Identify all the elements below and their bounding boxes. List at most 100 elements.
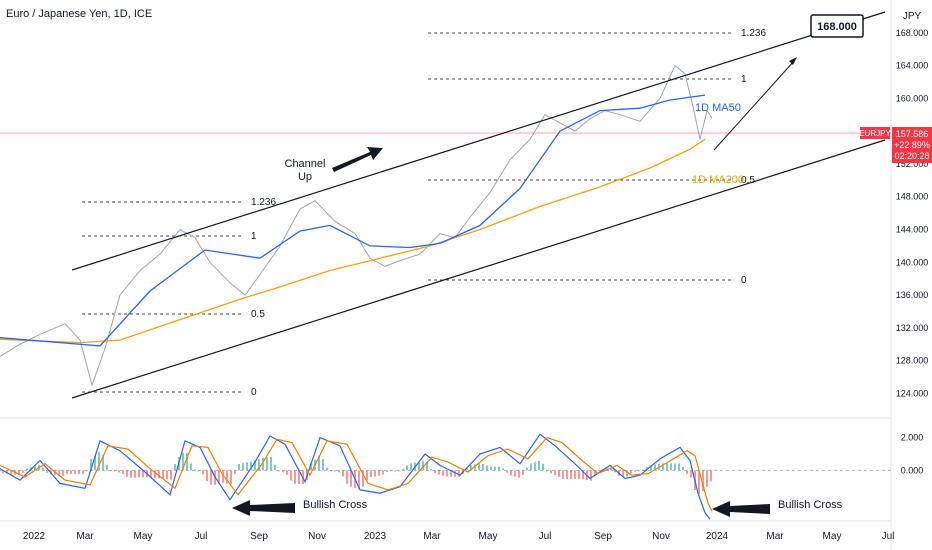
macd-histogram-bar — [458, 470, 460, 477]
macd-histogram-bar — [438, 470, 440, 475]
macd-histogram-bar — [554, 470, 556, 475]
macd-histogram-bar — [678, 463, 680, 471]
macd-histogram-bar — [206, 470, 208, 482]
macd-histogram-bar — [674, 463, 676, 471]
time-tick-label: Mar — [76, 531, 94, 542]
price-tick-label: 168.000 — [896, 28, 929, 38]
macd-histogram-bar — [202, 470, 204, 475]
macd-histogram-bar — [90, 459, 92, 471]
time-tick-label: Jul — [882, 531, 895, 542]
fib-right-1-label: 1 — [741, 74, 747, 85]
macd-histogram-bar — [22, 470, 24, 473]
macd-histogram-bar — [198, 470, 200, 472]
target-box[interactable] — [810, 14, 864, 38]
time-tick-label: Mar — [423, 531, 441, 542]
macd-histogram-bar — [642, 469, 644, 471]
macd-histogram-bar — [474, 464, 476, 471]
bullish-cross-left-arrow-icon — [232, 500, 295, 516]
price-value: 157.586 — [896, 129, 929, 139]
macd-histogram-bar — [10, 470, 12, 475]
time-tick-label: Nov — [308, 531, 326, 542]
macd-histogram-bar — [494, 466, 496, 471]
macd-histogram-bar — [510, 470, 512, 476]
macd-histogram-bar — [434, 470, 436, 474]
channel-upper-line[interactable] — [71, 11, 886, 271]
macd-histogram-bar — [182, 453, 184, 471]
macd-histogram-bar — [446, 470, 448, 477]
macd-histogram-bar — [486, 465, 488, 471]
macd-histogram-bar — [274, 464, 276, 471]
macd-histogram-bar — [290, 470, 292, 481]
price-series — [0, 64, 713, 387]
macd-histogram-bar — [522, 470, 524, 475]
fib-right-05-label: 0.5 — [741, 175, 755, 186]
symbol-badge — [860, 127, 890, 139]
price-tick-label: 140.000 — [896, 257, 929, 267]
macd-histogram-bar — [502, 468, 504, 471]
macd-tick-label: 0.000 — [901, 465, 924, 475]
macd-histogram-bar — [394, 470, 396, 472]
macd-histogram-bar — [514, 470, 516, 477]
macd-histogram-bar — [342, 470, 344, 477]
macd-histogram-bar — [390, 470, 392, 472]
macd-histogram-bar — [322, 459, 324, 471]
macd-histogram-bar — [286, 470, 288, 475]
macd-histogram-bar — [226, 470, 228, 484]
time-tick-label: Mar — [766, 531, 784, 542]
macd-histogram-bar — [326, 467, 328, 471]
macd-histogram-bar — [702, 470, 704, 492]
projection-line — [713, 59, 796, 151]
macd-histogram-bar — [142, 470, 144, 478]
macd-histogram-bar — [530, 463, 532, 471]
macd-histogram-bar — [470, 465, 472, 471]
macd-histogram-bar — [590, 470, 592, 481]
macd-histogram-bar — [330, 470, 332, 472]
macd-histogram-bar — [26, 468, 28, 471]
macd-histogram-bar — [270, 457, 272, 471]
macd-histogram-bar — [18, 470, 20, 476]
macd-histogram-bar — [54, 470, 56, 476]
macd-histogram-bar — [610, 467, 612, 471]
fib-right-1236-label: 1.236 — [741, 28, 766, 39]
chart-title: Euro / Japanese Yen, 1D, ICE — [6, 8, 153, 20]
macd-histogram-bar — [634, 470, 636, 472]
macd-histogram-bar — [334, 470, 336, 472]
macd-histogram-bar — [246, 462, 248, 471]
macd-histogram-bar — [222, 470, 224, 483]
macd-histogram-bar — [162, 470, 164, 479]
macd-histogram-bar — [626, 470, 628, 477]
time-tick-label: 2024 — [706, 531, 729, 542]
macd-histogram-bar — [706, 470, 708, 487]
macd-histogram-bar — [418, 461, 420, 471]
time-tick-label: 2022 — [23, 531, 46, 542]
price-change: +22.89% — [894, 140, 930, 150]
macd-histogram-bar — [82, 470, 84, 475]
macd-histogram-bar — [110, 470, 112, 472]
macd-histogram-bar — [546, 470, 548, 472]
macd-histogram-bar — [570, 470, 572, 479]
macd-histogram-bar — [566, 470, 568, 479]
bar-countdown: 02:20:28 — [894, 151, 929, 161]
time-tick-label: 2023 — [364, 531, 387, 542]
macd-histogram-bar — [254, 460, 256, 471]
macd-histogram-bar — [218, 470, 220, 485]
fib-left-0-label: 0 — [251, 387, 257, 398]
macd-histogram-bar — [266, 457, 268, 471]
series-signal — [0, 436, 713, 512]
macd-histogram-bar — [278, 470, 280, 472]
macd-histogram-bar — [210, 470, 212, 485]
macd-histogram-bar — [466, 468, 468, 471]
macd-histogram-bar — [598, 470, 600, 472]
macd-histogram-bar — [698, 470, 700, 495]
fib-levels-left: 1.236 1 0.5 0 — [82, 197, 276, 398]
channel-lower-line[interactable] — [71, 139, 886, 399]
macd-histogram-bar — [666, 463, 668, 471]
time-tick-label: May — [479, 531, 498, 542]
macd-histogram-bar — [538, 460, 540, 471]
macd-histogram-bar — [114, 470, 116, 472]
macd-histogram-bar — [366, 470, 368, 481]
macd-histogram-bar — [682, 467, 684, 471]
bullish-cross-left-label: Bullish Cross — [303, 499, 368, 511]
macd-histogram-bar — [562, 470, 564, 479]
